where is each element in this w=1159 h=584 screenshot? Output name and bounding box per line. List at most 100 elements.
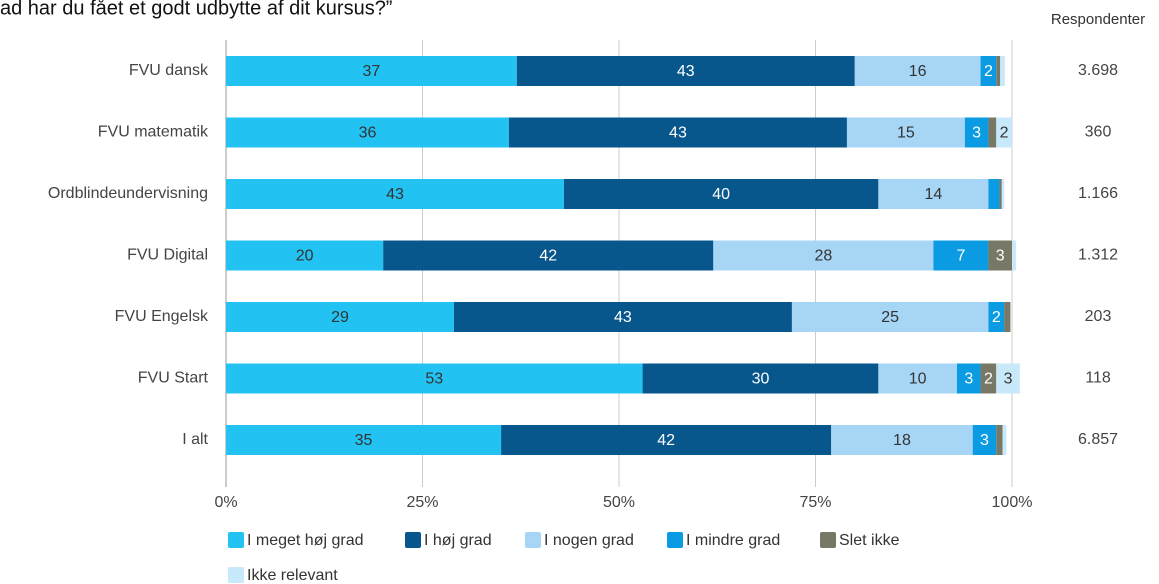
data-label: 2: [992, 309, 1001, 326]
data-label: 3: [996, 248, 1005, 265]
bar-segment: [501, 425, 832, 455]
legend-swatch: [228, 532, 244, 548]
legend-swatch: [525, 532, 541, 548]
legend-label: Slet ikke: [839, 532, 900, 549]
bar-segment: [933, 240, 989, 271]
data-label: 43: [677, 63, 695, 80]
bar-segment: [964, 117, 989, 148]
respondents-value: 118: [1085, 370, 1111, 387]
data-label: 28: [814, 248, 832, 265]
bar-segment: [226, 240, 384, 271]
x-tick-label: 0%: [214, 494, 237, 511]
bar-segment: [1004, 302, 1011, 332]
x-tick-label: 100%: [992, 494, 1033, 511]
respondents-value: 1.312: [1078, 247, 1118, 264]
bar-segment: [980, 363, 997, 394]
bar-segment: [1001, 179, 1005, 209]
bar-segment: [226, 302, 454, 332]
bar-segment: [972, 425, 997, 455]
bar-segment: [713, 240, 934, 271]
chart-title: ad har du fået et godt udbytte af dit ku…: [0, 0, 392, 19]
legend-label: I høj grad: [424, 532, 492, 549]
data-label: 42: [657, 432, 675, 449]
data-label: 2: [1000, 125, 1009, 142]
respondents-value: 6.857: [1078, 431, 1118, 448]
bar-segment: [226, 179, 564, 209]
bar-segment: [988, 179, 1000, 209]
bar-segment: [508, 117, 847, 148]
category-label: FVU matematik: [98, 124, 209, 141]
data-label: 37: [363, 63, 381, 80]
bar-segment: [226, 363, 643, 394]
bar-segment: [226, 117, 509, 148]
bar-segment: [988, 117, 997, 148]
data-label: 3: [972, 125, 981, 142]
bar-segment: [878, 179, 989, 209]
bar-segment: [1012, 240, 1016, 271]
data-label: 35: [355, 432, 373, 449]
legend-swatch: [405, 532, 421, 548]
respondents-value: 3.698: [1078, 62, 1118, 79]
bar-segment: [516, 56, 855, 86]
bar-segment: [996, 425, 1003, 455]
category-label: FVU dansk: [129, 62, 209, 79]
legend-label: I meget høj grad: [247, 532, 364, 549]
data-label: 25: [881, 309, 899, 326]
bar-segment: [980, 56, 997, 86]
category-label: Ordblindeundervisning: [48, 185, 208, 202]
x-tick-label: 75%: [799, 494, 831, 511]
data-label: 3: [1004, 371, 1013, 388]
data-label: 3: [980, 432, 989, 449]
data-label: 36: [359, 125, 377, 142]
data-label: 43: [669, 125, 687, 142]
bar-segment: [996, 117, 1012, 148]
category-label: I alt: [182, 431, 208, 448]
data-label: 14: [925, 186, 943, 203]
data-label: 18: [893, 432, 911, 449]
bar-segment: [1002, 425, 1007, 455]
data-label: 40: [712, 186, 730, 203]
bar-segment: [996, 56, 1001, 86]
legend-label: Ikke relevant: [247, 567, 338, 584]
bar-segment: [453, 302, 792, 332]
data-label: 16: [909, 63, 927, 80]
bar-segment: [383, 240, 714, 271]
respondents-value: 203: [1085, 308, 1112, 325]
x-tick-label: 25%: [406, 494, 438, 511]
respondents-value: 360: [1085, 124, 1112, 141]
legend-label: I mindre grad: [686, 532, 780, 549]
legend-label: I nogen grad: [544, 532, 634, 549]
category-label: FVU Start: [138, 370, 209, 387]
category-label: FVU Digital: [127, 247, 208, 264]
bar-segment: [226, 425, 502, 455]
legend-swatch: [228, 567, 244, 583]
bar-segment: [956, 363, 981, 394]
data-label: 7: [956, 248, 965, 265]
respondents-header: Respondenter: [1051, 11, 1145, 28]
bar-segment: [854, 56, 981, 86]
data-label: 43: [614, 309, 632, 326]
category-label: FVU Engelsk: [115, 308, 209, 325]
data-label: 30: [752, 371, 770, 388]
data-label: 15: [897, 125, 915, 142]
data-label: 42: [539, 248, 557, 265]
respondents-value: 1.166: [1078, 185, 1118, 202]
data-label: 20: [296, 248, 314, 265]
data-label: 53: [425, 371, 443, 388]
bar-segment: [1000, 56, 1005, 86]
bar-segment: [878, 363, 957, 394]
data-label: 2: [984, 63, 993, 80]
bar-segment: [226, 56, 517, 86]
bar-segment: [831, 425, 973, 455]
legend-swatch: [667, 532, 683, 548]
bar-segment: [642, 363, 879, 394]
x-tick-label: 50%: [603, 494, 635, 511]
bar-segment: [996, 363, 1020, 394]
data-label: 10: [909, 371, 927, 388]
bar-segment: [563, 179, 879, 209]
bar-segment: [999, 179, 1002, 209]
data-label: 2: [984, 371, 993, 388]
data-label: 43: [386, 186, 404, 203]
bar-segment: [846, 117, 965, 148]
